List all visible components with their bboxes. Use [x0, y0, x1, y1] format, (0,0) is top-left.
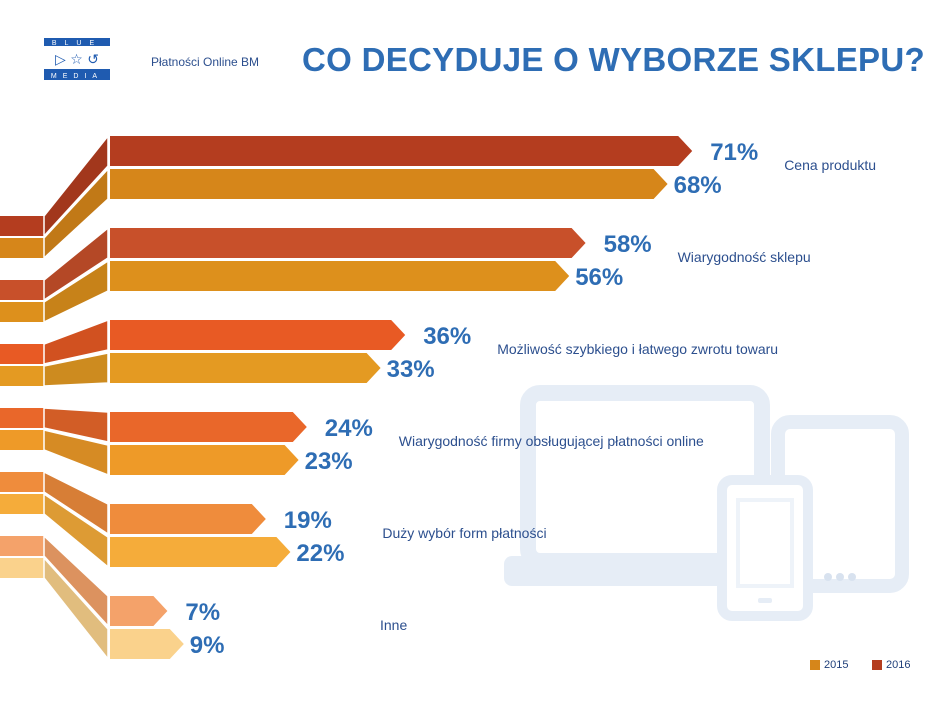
bar-stub-2016-3	[0, 344, 44, 364]
category-label-3: Możliwość szybkiego i łatwego zwrotu tow…	[497, 341, 778, 357]
bar-stub-2016-5	[0, 472, 44, 492]
value-label-2015-1: 68%	[674, 172, 722, 199]
legend-swatch-2015	[810, 660, 820, 670]
logo-text-blue: BLUE	[52, 40, 102, 47]
bar-2015-6	[110, 629, 184, 659]
bar-stub-2015-2	[0, 302, 44, 322]
bar-2016-5	[110, 504, 266, 534]
bar-2015-5	[110, 537, 291, 567]
legend-label-2016: 2016	[886, 659, 911, 671]
category-label-1: Cena produktu	[784, 157, 876, 173]
value-label-2015-3: 33%	[387, 356, 435, 383]
axis-separator	[108, 120, 110, 665]
bar-stub-2016-6	[0, 536, 44, 556]
value-label-2016-5: 19%	[284, 507, 332, 534]
legend-swatch-2016	[872, 660, 882, 670]
labels: 71% 68% Cena produktu 58% 56% Wiarygodność sk…	[185, 139, 876, 659]
bar-stub-2015-5	[0, 494, 44, 514]
value-label-2015-5: 22%	[296, 540, 344, 567]
page-subtitle: Płatności Online BM	[151, 55, 260, 69]
logo-icon-row: ▷ ☆ ↺	[55, 52, 99, 68]
blue-media-logo: BLUE ▷ ☆ ↺ MEDIA	[44, 38, 110, 80]
bars	[108, 120, 693, 665]
category-label-4: Wiarygodność firmy obsługującej płatnośc…	[399, 433, 704, 449]
category-label-2: Wiarygodność sklepu	[678, 249, 811, 265]
bar-stub-2015-6	[0, 558, 44, 578]
devices-illustration	[504, 385, 909, 621]
bar-2016-2	[110, 228, 586, 258]
value-label-2015-6: 9%	[190, 632, 225, 659]
bar-stub-2016-4	[0, 408, 44, 428]
bar-2015-2	[110, 261, 570, 291]
bar-stub-2015-1	[0, 238, 44, 258]
bar-stub-2015-3	[0, 366, 44, 386]
value-label-2016-6: 7%	[185, 599, 220, 626]
value-label-2015-4: 23%	[305, 448, 353, 475]
value-label-2016-3: 36%	[423, 323, 471, 350]
bar-2015-4	[110, 445, 299, 475]
smartphone-icon	[717, 475, 813, 621]
logo-text-media: MEDIA	[51, 73, 103, 80]
category-label-6: Inne	[380, 617, 407, 633]
legend-label-2015: 2015	[824, 659, 849, 671]
bar-2016-4	[110, 412, 307, 442]
bar-stub-2016-2	[0, 280, 44, 300]
bar-stub-2015-4	[0, 430, 44, 450]
category-label-5: Duży wybór form płatności	[382, 525, 546, 541]
value-label-2016-2: 58%	[604, 231, 652, 258]
value-label-2016-4: 24%	[325, 415, 373, 442]
value-label-2015-2: 56%	[575, 264, 623, 291]
bar-2015-1	[110, 169, 668, 199]
bar-2016-6	[110, 596, 168, 626]
bar-connectors	[0, 133, 109, 662]
bar-2016-1	[110, 136, 693, 166]
value-label-2016-1: 71%	[710, 139, 758, 166]
bar-2015-3	[110, 353, 381, 383]
bar-stub-2016-1	[0, 216, 44, 236]
page-title: CO DECYDUJE O WYBORZE SKLEPU?	[302, 41, 925, 78]
bar-2016-3	[110, 320, 406, 350]
